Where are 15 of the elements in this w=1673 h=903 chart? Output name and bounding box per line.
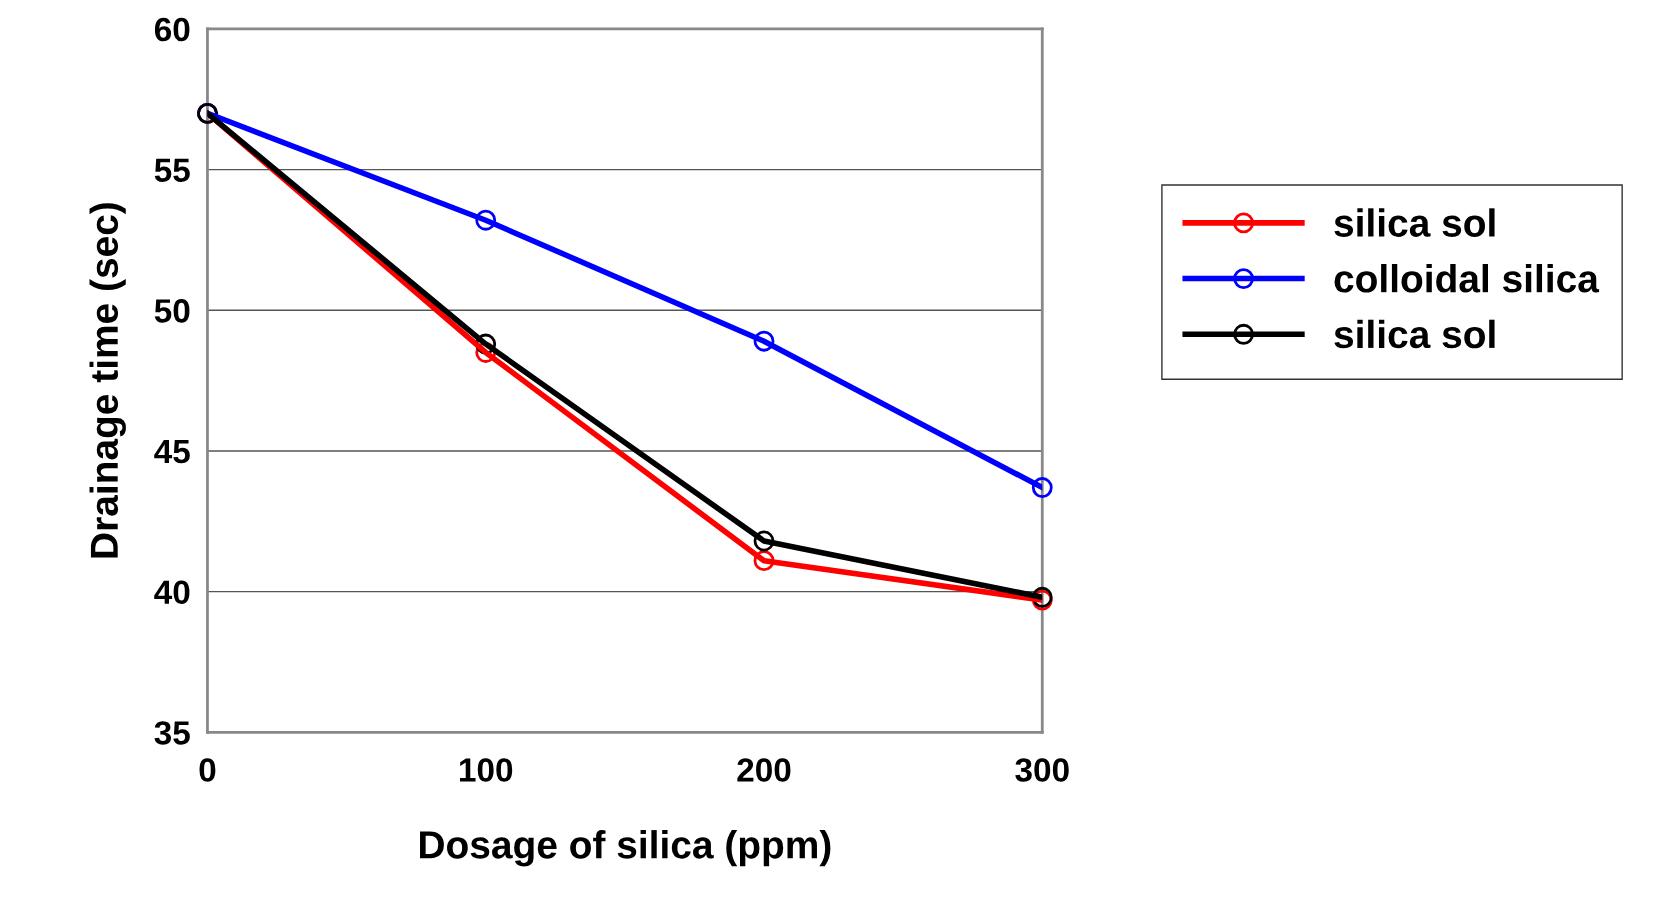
x-tick-label: 200 [737,758,791,782]
legend-label: silica sol [1334,208,1495,237]
x-tick-label: 100 [460,758,513,782]
y-tick-label: 40 [154,580,190,605]
y-tick-label: 55 [154,158,190,182]
y-tick-label: 45 [154,440,190,464]
legend-label: colloidal silica [1334,264,1600,293]
y-tick-label: 35 [154,721,190,745]
x-tick-label: 300 [1015,758,1069,782]
legend-label: silica sol [1334,319,1495,349]
y-tick-label: 50 [154,299,190,323]
x-tick-label: 0 [199,758,216,782]
y-tick-label: 60 [154,17,190,42]
y-axis-title: Drainage time (sec) [89,203,126,558]
x-axis-title: Dosage of silica (ppm) [420,830,831,867]
